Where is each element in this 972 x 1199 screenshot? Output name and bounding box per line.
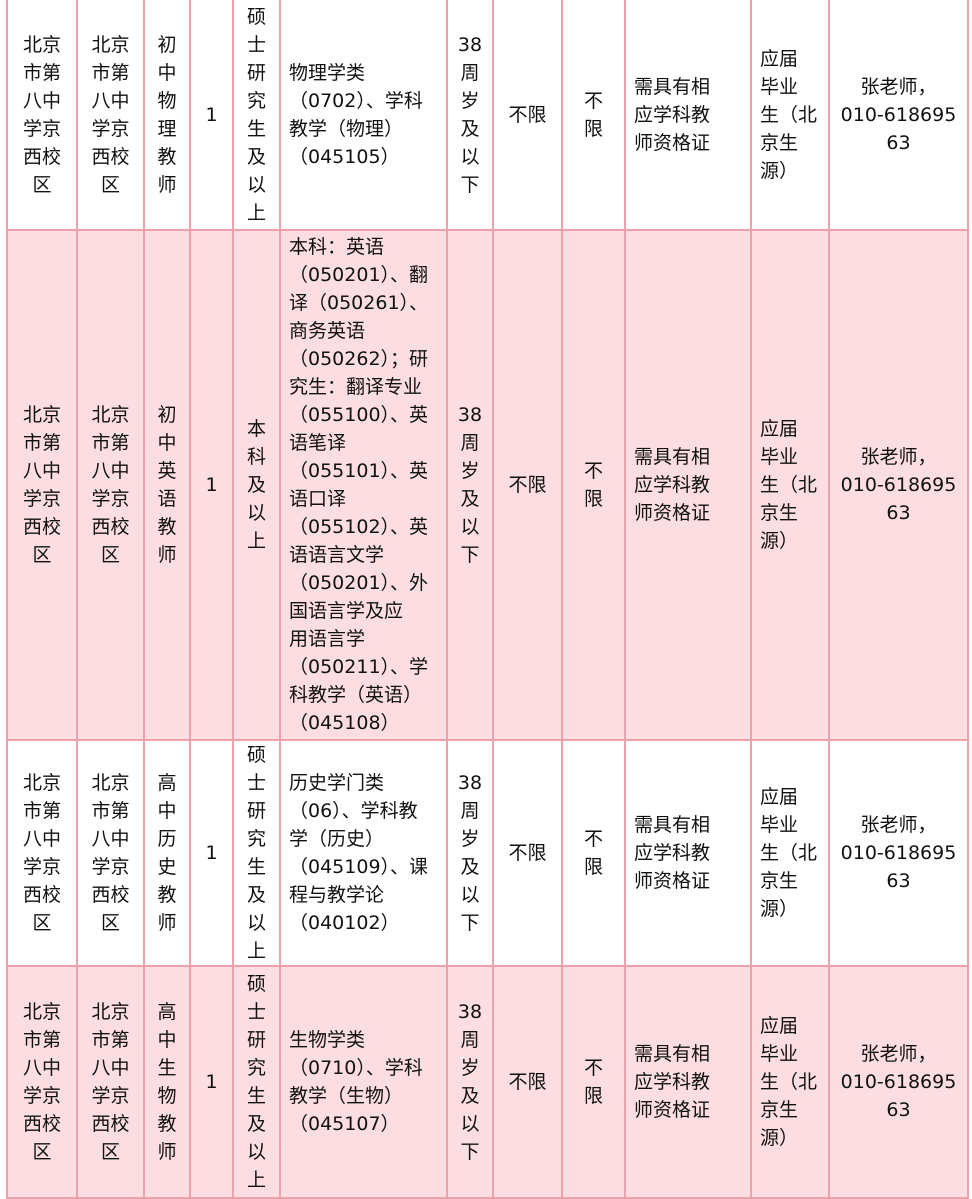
school-cell: 北京 市第 八中 学京 西校 区: [6, 229, 78, 741]
politics-cell: 不限: [492, 965, 563, 1199]
politics-cell: 不限: [492, 739, 563, 967]
education-cell: 本 科 及 以 上: [232, 229, 281, 741]
job-table: 北京 市第 八中 学京 西校 区北京 市第 八中 学京 西校 区初 中 物 理 …: [6, 0, 969, 1199]
major-cell: 历史学门类 （06）、学科教 学（历史） （045109）、课 程与教学论 （0…: [279, 739, 448, 967]
applicant-type-cell: 应届 毕业 生（北 京生 源）: [750, 965, 830, 1199]
count-cell: 1: [189, 739, 234, 967]
count-cell: 1: [189, 965, 234, 1199]
unit-cell: 北京 市第 八中 学京 西校 区: [76, 229, 145, 741]
position-cell: 高 中 生 物 教 师: [143, 965, 191, 1199]
school-cell: 北京 市第 八中 学京 西校 区: [6, 965, 78, 1199]
qualification-cell: 需具有相 应学科教 师资格证: [624, 965, 752, 1199]
qualification-cell: 需具有相 应学科教 师资格证: [624, 0, 752, 231]
contact-cell: 张老师， 010-618695 63: [828, 739, 969, 967]
position-cell: 高 中 历 史 教 师: [143, 739, 191, 967]
count-cell: 1: [189, 229, 234, 741]
gender-cell: 不 限: [561, 229, 626, 741]
contact-cell: 张老师， 010-618695 63: [828, 965, 969, 1199]
major-cell: 生物学类 （0710）、学科 教学（生物） （045107）: [279, 965, 448, 1199]
applicant-type-cell: 应届 毕业 生（北 京生 源）: [750, 229, 830, 741]
qualification-cell: 需具有相 应学科教 师资格证: [624, 739, 752, 967]
contact-cell: 张老师， 010-618695 63: [828, 229, 969, 741]
age-cell: 38 周 岁 及 以 下: [446, 0, 494, 231]
education-cell: 硕 士 研 究 生 及 以 上: [232, 0, 281, 231]
school-cell: 北京 市第 八中 学京 西校 区: [6, 739, 78, 967]
contact-cell: 张老师， 010-618695 63: [828, 0, 969, 231]
unit-cell: 北京 市第 八中 学京 西校 区: [76, 965, 145, 1199]
major-cell: 本科：英语 （050201）、翻 译（050261）、 商务英语 （050262…: [279, 229, 448, 741]
unit-cell: 北京 市第 八中 学京 西校 区: [76, 0, 145, 231]
gender-cell: 不 限: [561, 965, 626, 1199]
applicant-type-cell: 应届 毕业 生（北 京生 源）: [750, 0, 830, 231]
qualification-cell: 需具有相 应学科教 师资格证: [624, 229, 752, 741]
position-cell: 初 中 英 语 教 师: [143, 229, 191, 741]
table-row: 北京 市第 八中 学京 西校 区北京 市第 八中 学京 西校 区高 中 历 史 …: [6, 739, 969, 967]
table-row: 北京 市第 八中 学京 西校 区北京 市第 八中 学京 西校 区初 中 物 理 …: [6, 0, 969, 231]
gender-cell: 不 限: [561, 0, 626, 231]
age-cell: 38 周 岁 及 以 下: [446, 965, 494, 1199]
applicant-type-cell: 应届 毕业 生（北 京生 源）: [750, 739, 830, 967]
education-cell: 硕 士 研 究 生 及 以 上: [232, 965, 281, 1199]
education-cell: 硕 士 研 究 生 及 以 上: [232, 739, 281, 967]
age-cell: 38 周 岁 及 以 下: [446, 739, 494, 967]
age-cell: 38 周 岁 及 以 下: [446, 229, 494, 741]
unit-cell: 北京 市第 八中 学京 西校 区: [76, 739, 145, 967]
major-cell: 物理学类 （0702）、学科 教学（物理） （045105）: [279, 0, 448, 231]
politics-cell: 不限: [492, 229, 563, 741]
politics-cell: 不限: [492, 0, 563, 231]
count-cell: 1: [189, 0, 234, 231]
table-row: 北京 市第 八中 学京 西校 区北京 市第 八中 学京 西校 区初 中 英 语 …: [6, 229, 969, 741]
position-cell: 初 中 物 理 教 师: [143, 0, 191, 231]
school-cell: 北京 市第 八中 学京 西校 区: [6, 0, 78, 231]
gender-cell: 不 限: [561, 739, 626, 967]
table-row: 北京 市第 八中 学京 西校 区北京 市第 八中 学京 西校 区高 中 生 物 …: [6, 965, 969, 1199]
